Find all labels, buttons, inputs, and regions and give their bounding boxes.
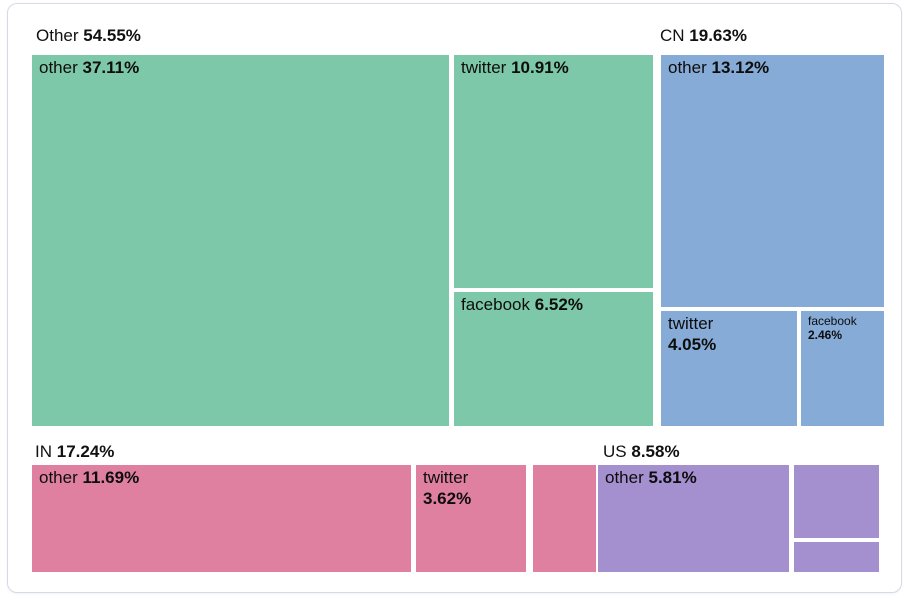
group-header-other: Other 54.55% (36, 26, 141, 46)
cell-pct: 5.81% (648, 468, 697, 487)
cell-label: other (668, 58, 707, 77)
cell-label: twitter (668, 314, 714, 333)
treemap-cell-in-other[interactable]: other 11.69% (32, 465, 411, 572)
cell-label: other (39, 468, 78, 487)
treemap-cell-in-unlabeled[interactable] (533, 465, 596, 572)
group-header-us: US 8.58% (603, 442, 680, 462)
cell-pct: 4.05% (668, 335, 717, 354)
cell-pct: 6.52% (534, 295, 583, 314)
cell-label: other (39, 58, 78, 77)
group-pct: 8.58% (631, 442, 680, 461)
cell-label: other (605, 468, 644, 487)
group-label: US (603, 442, 627, 461)
group-header-cn: CN 19.63% (660, 26, 747, 46)
treemap-cell-cn-facebook[interactable]: facebook 2.46% (801, 311, 884, 426)
cell-pct: 10.91% (511, 58, 569, 77)
treemap-cell-us-unlabeled-mid[interactable] (794, 465, 879, 538)
cell-label: twitter (423, 468, 469, 487)
group-pct: 54.55% (83, 26, 141, 45)
group-label: IN (35, 442, 52, 461)
group-header-in: IN 17.24% (35, 442, 114, 462)
cell-label: facebook (808, 314, 857, 328)
group-label: Other (36, 26, 79, 45)
treemap-cell-cn-other[interactable]: other 13.12% (661, 55, 884, 307)
treemap-card: Other 54.55% CN 19.63% IN 17.24% US 8.58… (7, 3, 902, 593)
group-label: CN (660, 26, 685, 45)
cell-pct: 11.69% (82, 468, 140, 487)
treemap-cell-in-twitter[interactable]: twitter 3.62% (416, 465, 526, 572)
cell-label: facebook (461, 295, 530, 314)
group-pct: 19.63% (689, 26, 747, 45)
treemap-cell-other-other[interactable]: other 37.11% (32, 55, 449, 426)
group-pct: 17.24% (56, 442, 115, 461)
cell-pct: 37.11% (82, 58, 140, 77)
cell-pct: 3.62% (423, 489, 472, 508)
cell-label: twitter (461, 58, 507, 77)
cell-pct: 2.46% (808, 328, 843, 342)
treemap-cell-cn-twitter[interactable]: twitter 4.05% (661, 311, 797, 426)
treemap-cell-other-facebook[interactable]: facebook 6.52% (454, 292, 653, 426)
cell-pct: 13.12% (711, 58, 770, 77)
treemap-cell-other-twitter[interactable]: twitter 10.91% (454, 55, 653, 288)
treemap-cell-us-unlabeled-small[interactable] (794, 542, 879, 572)
treemap-cell-us-other[interactable]: other 5.81% (598, 465, 789, 572)
